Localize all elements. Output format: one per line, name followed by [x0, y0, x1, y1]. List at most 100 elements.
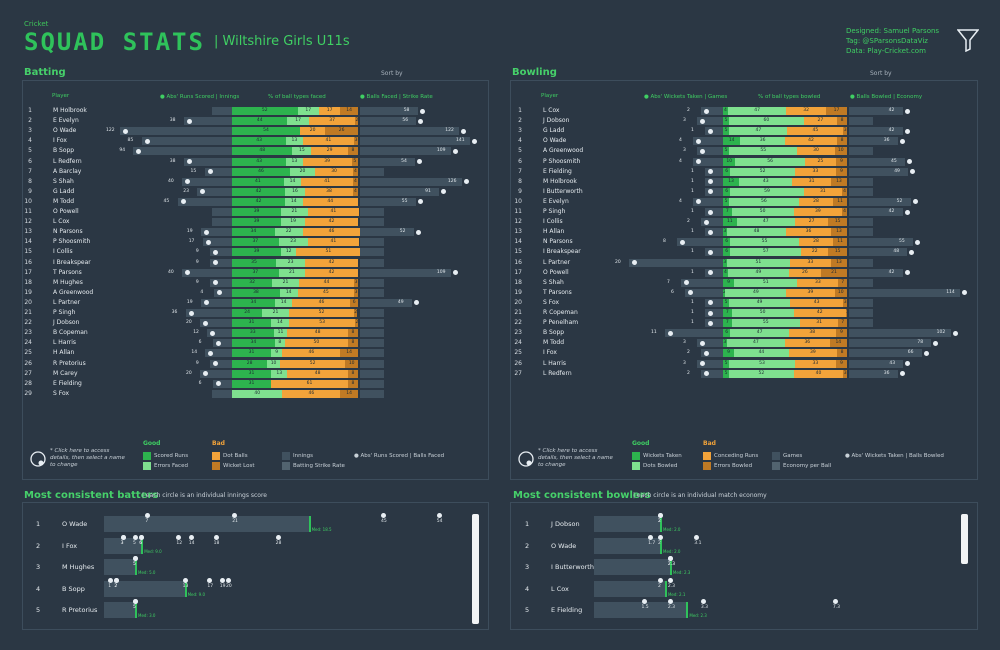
cons-player-name[interactable]: B Sopp — [62, 584, 85, 593]
cons-player-name[interactable]: I Butterworth — [551, 563, 594, 571]
player-name[interactable]: H Allan — [543, 228, 565, 236]
player-name[interactable]: I Collis — [53, 248, 73, 256]
cons-player-name[interactable]: R Pretorius — [62, 606, 98, 614]
filter-icon[interactable] — [957, 28, 979, 52]
player-name[interactable]: P Penelham — [543, 319, 579, 327]
pct-segment: 11 — [833, 197, 847, 206]
info-icon[interactable] — [30, 451, 46, 467]
player-name[interactable]: L Cox — [543, 107, 560, 114]
player-name[interactable]: P Shoosmith — [543, 157, 581, 165]
cons-score-dot — [641, 599, 647, 604]
player-name[interactable]: L Harris — [543, 359, 567, 367]
player-name[interactable]: M Todd — [53, 197, 75, 205]
player-rank: 23 — [24, 329, 32, 337]
legend-conceding-runs: Conceding Runs — [714, 453, 759, 459]
player-rank: 13 — [514, 228, 522, 236]
player-name[interactable]: R Copeman — [543, 309, 578, 316]
player-name[interactable]: T Parsons — [53, 268, 82, 276]
player-name[interactable]: B Sopp — [53, 147, 75, 155]
player-name[interactable]: L Partner — [53, 298, 81, 306]
player-name[interactable]: O Wade — [53, 127, 77, 135]
legend-dot-balls: Dot Balls — [223, 453, 248, 459]
player-name[interactable]: G Ladd — [543, 127, 565, 135]
right-stat-dot — [904, 128, 910, 134]
player-rank: 6 — [518, 157, 522, 165]
left-stat-dot — [704, 350, 709, 356]
player-name[interactable]: J Dobson — [543, 117, 570, 125]
right-stat-dot — [419, 108, 425, 114]
player-name[interactable]: B Copeman — [53, 329, 88, 337]
player-name[interactable]: P Singh — [53, 309, 76, 316]
cons-score-dot — [120, 534, 126, 540]
player-name[interactable]: I Fox — [543, 349, 557, 357]
bowling-sort-label[interactable]: Sort by — [870, 70, 892, 77]
info-icon[interactable] — [518, 451, 534, 467]
cons-player-name[interactable]: J Dobson — [551, 520, 580, 528]
player-name[interactable]: I Collis — [543, 218, 563, 226]
pct-segment: 13 — [286, 137, 303, 146]
cons-rank: 4 — [525, 584, 530, 593]
player-name[interactable]: E Fielding — [53, 379, 82, 387]
player-name[interactable]: P Shoosmith — [53, 238, 91, 246]
cons-player-name[interactable]: O Wade — [62, 520, 88, 528]
player-name[interactable]: L Redfern — [543, 369, 572, 377]
player-name[interactable]: I Butterworth — [543, 187, 583, 195]
player-name[interactable]: M Holbrook — [543, 177, 577, 185]
player-name[interactable]: E Fielding — [543, 167, 572, 175]
cons-player-name[interactable]: O Wade — [551, 541, 577, 550]
player-name[interactable]: A Greenwood — [53, 288, 94, 296]
cons-player-name[interactable]: M Hughes — [62, 563, 95, 571]
player-name[interactable]: S Shah — [53, 177, 74, 185]
player-name[interactable]: S Fox — [53, 389, 69, 397]
player-name[interactable]: O Wade — [543, 137, 567, 145]
cons-score-label: 3.1 — [694, 540, 702, 546]
player-name[interactable]: P Singh — [543, 208, 566, 215]
player-name[interactable]: R Pretorius — [53, 359, 86, 367]
cons-player-name[interactable]: I Fox — [62, 541, 78, 550]
player-name[interactable]: N Parsons — [543, 238, 573, 246]
player-name[interactable]: L Partner — [543, 258, 571, 266]
player-name[interactable]: H Allan — [53, 349, 75, 357]
player-name[interactable]: I Breakspear — [543, 248, 581, 256]
player-name[interactable]: A Greenwood — [543, 147, 584, 155]
legend-swatch-dot-balls — [212, 452, 220, 460]
player-name[interactable]: E Evelyn — [53, 117, 79, 125]
player-name[interactable]: O Powell — [53, 208, 79, 215]
right-stat-bar — [849, 167, 909, 176]
player-name[interactable]: O Powell — [543, 268, 569, 276]
player-name[interactable]: N Parsons — [53, 228, 83, 236]
player-name[interactable]: I Breakspear — [53, 258, 91, 266]
player-name[interactable]: S Fox — [543, 298, 559, 306]
player-name[interactable]: M Todd — [543, 339, 565, 347]
player-name[interactable]: B Sopp — [543, 329, 565, 337]
player-name[interactable]: M Hughes — [53, 278, 83, 286]
player-name[interactable]: L Harris — [53, 339, 77, 347]
player-rank: 26 — [24, 359, 32, 367]
right-stat-dot — [415, 229, 421, 235]
player-name[interactable]: L Redfern — [53, 157, 82, 165]
cons-player-name[interactable]: L Cox — [551, 584, 569, 593]
pct-segment: 21 — [820, 268, 847, 277]
cons-bowl-scrollbar[interactable] — [961, 514, 968, 564]
player-name[interactable]: J Dobson — [53, 319, 80, 327]
left-stat-dot — [217, 290, 223, 296]
cons-bat-scrollbar[interactable] — [472, 514, 479, 624]
pct-segment: 43 — [232, 157, 287, 166]
player-name[interactable]: S Shah — [543, 278, 564, 286]
player-name[interactable]: A Barclay — [53, 167, 82, 175]
player-name[interactable]: L Cox — [53, 218, 70, 226]
left-stat-label: 8 — [663, 239, 666, 245]
player-name[interactable]: M Carey — [53, 369, 78, 377]
player-name[interactable]: T Parsons — [543, 288, 572, 296]
pct-segment: 55 — [730, 238, 799, 247]
player-name[interactable]: I Fox — [53, 137, 67, 145]
player-name[interactable]: E Evelyn — [543, 197, 569, 205]
cons-player-name[interactable]: E Fielding — [551, 606, 583, 614]
pct-segment: 20 — [300, 127, 326, 136]
left-stat-dot — [708, 300, 713, 306]
player-name[interactable]: G Ladd — [53, 187, 75, 195]
player-name[interactable]: M Holbrook — [53, 107, 87, 114]
pct-segment: 37 — [308, 117, 356, 126]
pct-segment: 3 — [354, 137, 358, 146]
batting-sort-label[interactable]: Sort by — [381, 70, 403, 77]
